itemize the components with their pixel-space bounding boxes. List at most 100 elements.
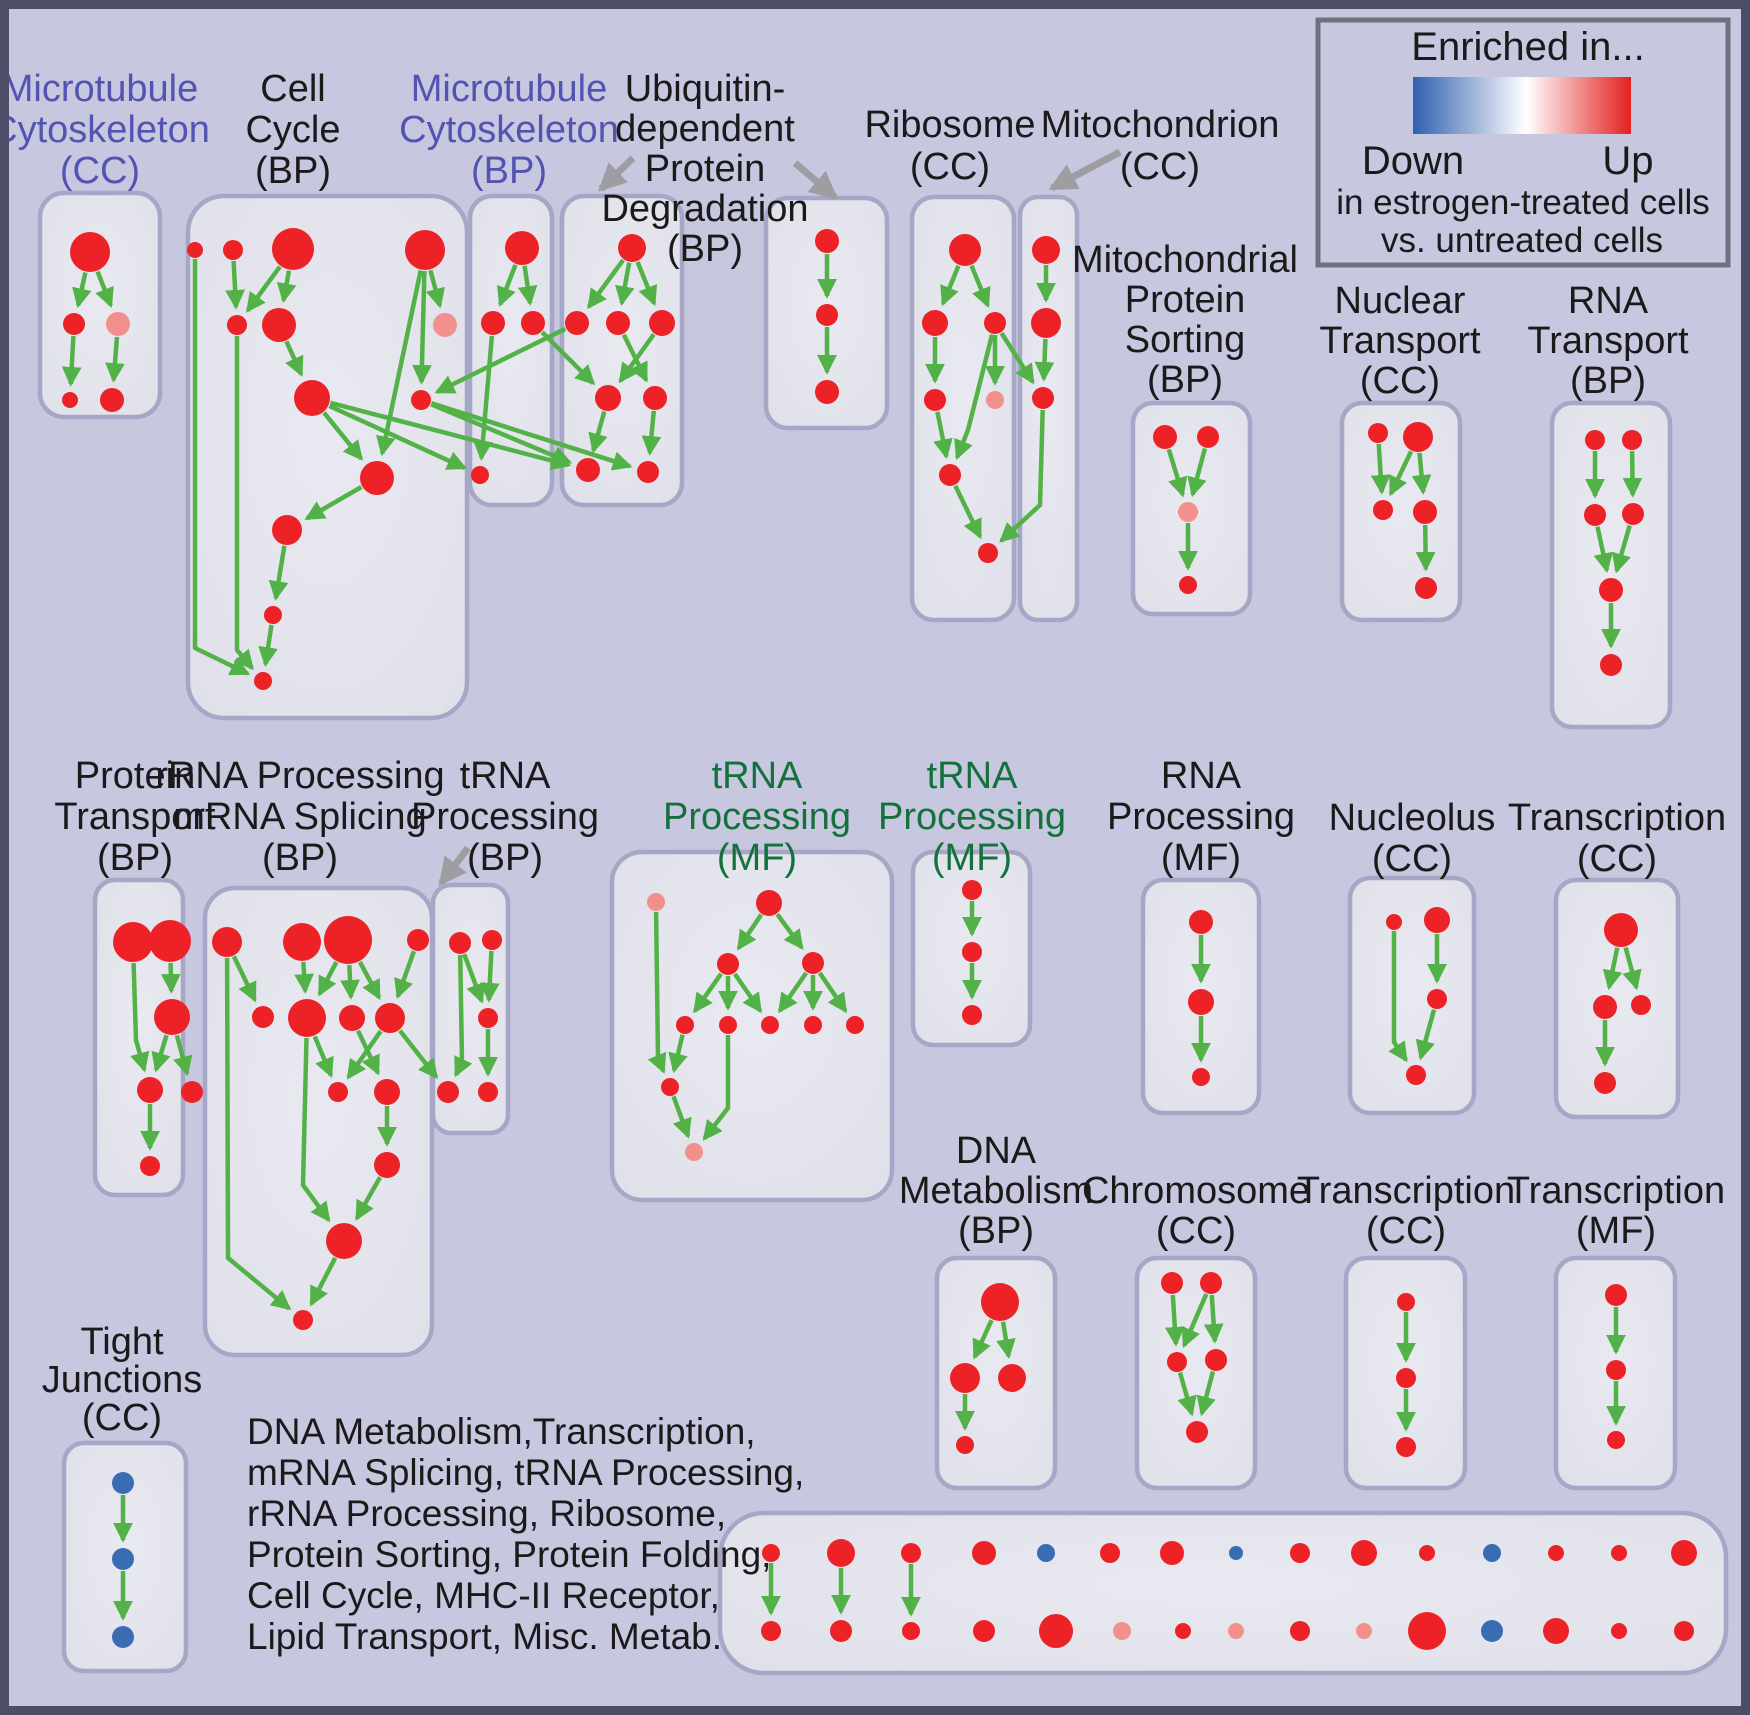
go-term-node-tf3 — [802, 952, 824, 974]
cluster-box-rrna-mrna — [202, 885, 435, 1358]
edge-b1-b4 — [635, 261, 658, 307]
go-term-node-b4 — [649, 310, 675, 336]
edge-ch2-ch4 — [1203, 1294, 1224, 1344]
go-term-node-pt6 — [140, 1156, 160, 1176]
go-term-node-tcb3 — [1396, 1437, 1416, 1457]
go-term-node-nt4 — [1413, 500, 1437, 524]
edge-pt3-pt5 — [173, 1034, 193, 1077]
pointer-arrow-to-ubiquitin-box2 — [792, 160, 838, 200]
go-term-node-tc1 — [1604, 913, 1638, 947]
go-term-node-tc2 — [1593, 995, 1617, 1019]
pointer-arrow-to-mitochondrion-box — [1048, 148, 1122, 192]
go-term-node-tmf1 — [1605, 1284, 1627, 1306]
go-term-node-tmf3 — [1607, 1431, 1625, 1449]
go-term-node-dm1 — [981, 1283, 1019, 1321]
edge-tb1-tb4 — [453, 954, 473, 1078]
go-term-node-w15 — [1674, 1621, 1694, 1641]
go-term-node-tj3 — [112, 1626, 134, 1648]
edge-tc1-tc2 — [1602, 947, 1623, 991]
go-term-node-tcb1 — [1397, 1293, 1415, 1311]
go-term-node-r3 — [984, 312, 1006, 334]
go-term-node-dm2 — [950, 1363, 980, 1393]
go-term-node-tf10 — [685, 1143, 703, 1161]
edge-tf2-tf6 — [732, 972, 763, 1014]
go-term-node-nu2 — [1424, 907, 1450, 933]
legend-gradient-bar — [1413, 77, 1631, 134]
go-term-node-tb4 — [437, 1081, 459, 1103]
go-term-node-cc3 — [272, 228, 314, 270]
edge-tf4-tf9 — [668, 1034, 688, 1074]
edge-a2-a4 — [472, 335, 495, 461]
edge-cc3-cc6 — [276, 270, 297, 304]
edge-rr11-rr12 — [309, 1256, 338, 1307]
edge-ch1-ch3 — [1164, 1294, 1185, 1347]
edge-cc9-b7 — [430, 402, 573, 465]
edge-rr2-rr6 — [294, 961, 314, 994]
go-term-node-tf7 — [804, 1016, 822, 1034]
edge-s1-s3 — [1166, 448, 1188, 498]
go-term-node-pt2 — [149, 920, 191, 962]
go-term-node-s1 — [1153, 425, 1177, 449]
cluster-box-nuclear-transport — [1339, 400, 1463, 623]
edge-pt1-pt4 — [130, 962, 150, 1073]
go-term-node-b2 — [565, 311, 589, 335]
go-term-node-rr11 — [326, 1223, 362, 1259]
edge-tf2-tf4 — [692, 972, 723, 1014]
edge-m3-r7 — [999, 409, 1045, 543]
edge-tf5-tf10 — [702, 1035, 731, 1141]
cluster-label-mito-protein-sorting: Mitochondrial Protein Sorting (BP) — [1072, 239, 1298, 401]
go-term-node-tc3 — [1631, 995, 1651, 1015]
go-term-node-rp2 — [1188, 989, 1214, 1015]
go-term-node-tf9 — [661, 1078, 679, 1096]
go-term-node-q9 — [1290, 1543, 1310, 1563]
go-term-node-tf6 — [761, 1016, 779, 1034]
go-term-node-nt2 — [1403, 422, 1433, 452]
go-term-node-ts1 — [962, 880, 982, 900]
cluster-label-rna-processing-mf: RNA Processing (MF) — [1107, 755, 1295, 879]
edge-b1-b2 — [586, 258, 625, 310]
go-term-node-s2 — [1197, 426, 1219, 448]
edge-cc6-cc8 — [284, 340, 304, 377]
go-term-node-w10 — [1356, 1623, 1372, 1639]
go-term-node-rr3 — [324, 916, 372, 964]
legend-down-label: Down — [1362, 139, 1464, 183]
go-term-node-b8 — [637, 461, 659, 483]
edge-b2-cc9 — [434, 326, 567, 395]
go-term-node-q14 — [1611, 1545, 1627, 1561]
go-term-node-w12 — [1481, 1620, 1503, 1642]
edge-p1-p2 — [72, 272, 92, 309]
go-term-node-w7 — [1175, 1623, 1191, 1639]
cluster-label-trna-mf-small: tRNA Processing (MF) — [878, 755, 1066, 879]
go-term-node-w3 — [902, 1622, 920, 1640]
edge-rr13-rr11 — [354, 1176, 383, 1221]
go-term-node-pt5 — [181, 1081, 203, 1103]
go-term-node-cc13 — [254, 672, 272, 690]
go-term-node-w8 — [1228, 1623, 1244, 1639]
edge-cc4-cc7 — [425, 269, 445, 309]
cluster-label-ubiquitin: Ubiquitin-dependent Protein Degradation (BP… — [601, 68, 808, 270]
go-term-node-w6 — [1113, 1622, 1131, 1640]
edge-tf0-tf9 — [647, 911, 667, 1074]
cluster-label-trna-mf-big: tRNA Processing (MF) — [663, 755, 851, 879]
go-term-node-m2 — [1031, 308, 1061, 338]
go-term-node-q15 — [1671, 1540, 1697, 1566]
legend-box — [1315, 17, 1731, 268]
edge-p1-p3 — [95, 270, 114, 308]
go-term-node-cc11 — [272, 515, 302, 545]
edge-r1-r2 — [940, 264, 961, 307]
go-term-node-tf2 — [717, 953, 739, 975]
edge-nt2-nt3 — [1388, 450, 1414, 497]
edge-dm1-dm2 — [972, 1319, 994, 1360]
edge-tf1-tf3 — [775, 912, 804, 950]
go-term-node-dm3 — [998, 1364, 1026, 1392]
edge-rr3-rr6 — [317, 961, 339, 997]
go-term-node-tb5 — [478, 1082, 498, 1102]
edge-cc8-a4 — [328, 403, 468, 470]
go-term-node-tmf2 — [1606, 1360, 1626, 1380]
cluster-box-mixed-strip — [717, 1510, 1729, 1676]
go-term-node-r1 — [949, 234, 981, 266]
go-term-node-c1 — [815, 229, 839, 253]
edge-cc4-cc9 — [412, 270, 432, 385]
legend-subtitle-1: in estrogen-treated cells — [1336, 183, 1710, 222]
edge-rr6-rr11 — [300, 1037, 331, 1223]
